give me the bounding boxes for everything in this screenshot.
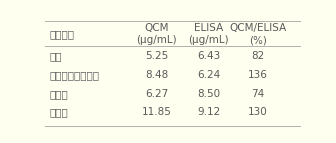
Text: 82: 82 bbox=[252, 51, 265, 61]
Text: 加工食品: 加工食品 bbox=[50, 29, 75, 39]
Text: 74: 74 bbox=[252, 89, 265, 99]
Text: 8.50: 8.50 bbox=[197, 89, 220, 99]
Text: 味噌汁: 味噌汁 bbox=[50, 89, 69, 99]
Text: 9.12: 9.12 bbox=[197, 107, 220, 117]
Text: 130: 130 bbox=[248, 107, 268, 117]
Text: 8.48: 8.48 bbox=[145, 70, 168, 80]
Text: QCM
(μg/mL): QCM (μg/mL) bbox=[136, 23, 177, 45]
Text: 6.24: 6.24 bbox=[197, 70, 220, 80]
Text: 136: 136 bbox=[248, 70, 268, 80]
Text: 6.27: 6.27 bbox=[145, 89, 168, 99]
Text: 11.85: 11.85 bbox=[142, 107, 171, 117]
Text: おかゆ: おかゆ bbox=[50, 107, 69, 117]
Text: ELISA
(μg/mL): ELISA (μg/mL) bbox=[188, 23, 229, 45]
Text: 6.43: 6.43 bbox=[197, 51, 220, 61]
Text: 5.25: 5.25 bbox=[145, 51, 168, 61]
Text: QCM/ELISA
(%): QCM/ELISA (%) bbox=[229, 23, 287, 45]
Text: ハム: ハム bbox=[50, 51, 62, 61]
Text: オレンジジュース: オレンジジュース bbox=[50, 70, 100, 80]
